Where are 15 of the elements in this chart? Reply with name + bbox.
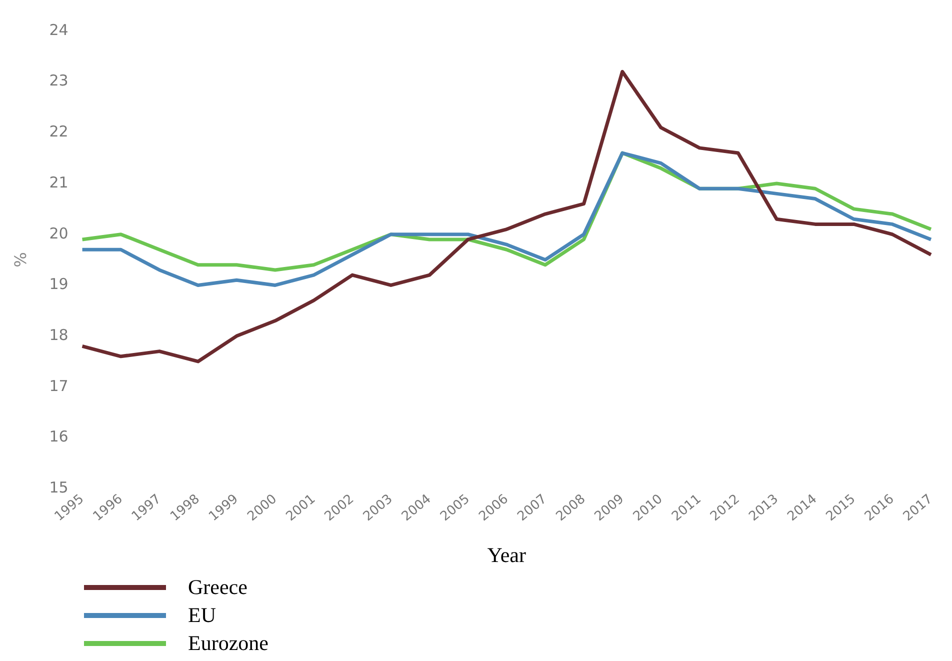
legend-label: Greece bbox=[188, 574, 248, 600]
y-tick-label: 23 bbox=[49, 72, 68, 90]
legend-label: Eurozone bbox=[188, 630, 268, 656]
y-tick-label: 20 bbox=[49, 224, 68, 242]
y-tick-label: 22 bbox=[49, 122, 68, 141]
y-axis-title: % bbox=[10, 252, 30, 268]
y-tick-label: 17 bbox=[49, 376, 68, 395]
y-tick-label: 18 bbox=[49, 326, 68, 344]
y-tick-label: 19 bbox=[49, 275, 68, 294]
x-axis-title: Year bbox=[487, 542, 526, 567]
y-tick-label: 15 bbox=[49, 478, 68, 496]
y-tick-label: 16 bbox=[49, 428, 68, 446]
y-tick-label: 21 bbox=[49, 173, 68, 192]
legend-label: EU bbox=[188, 602, 216, 628]
y-tick-label: 24 bbox=[49, 20, 68, 39]
